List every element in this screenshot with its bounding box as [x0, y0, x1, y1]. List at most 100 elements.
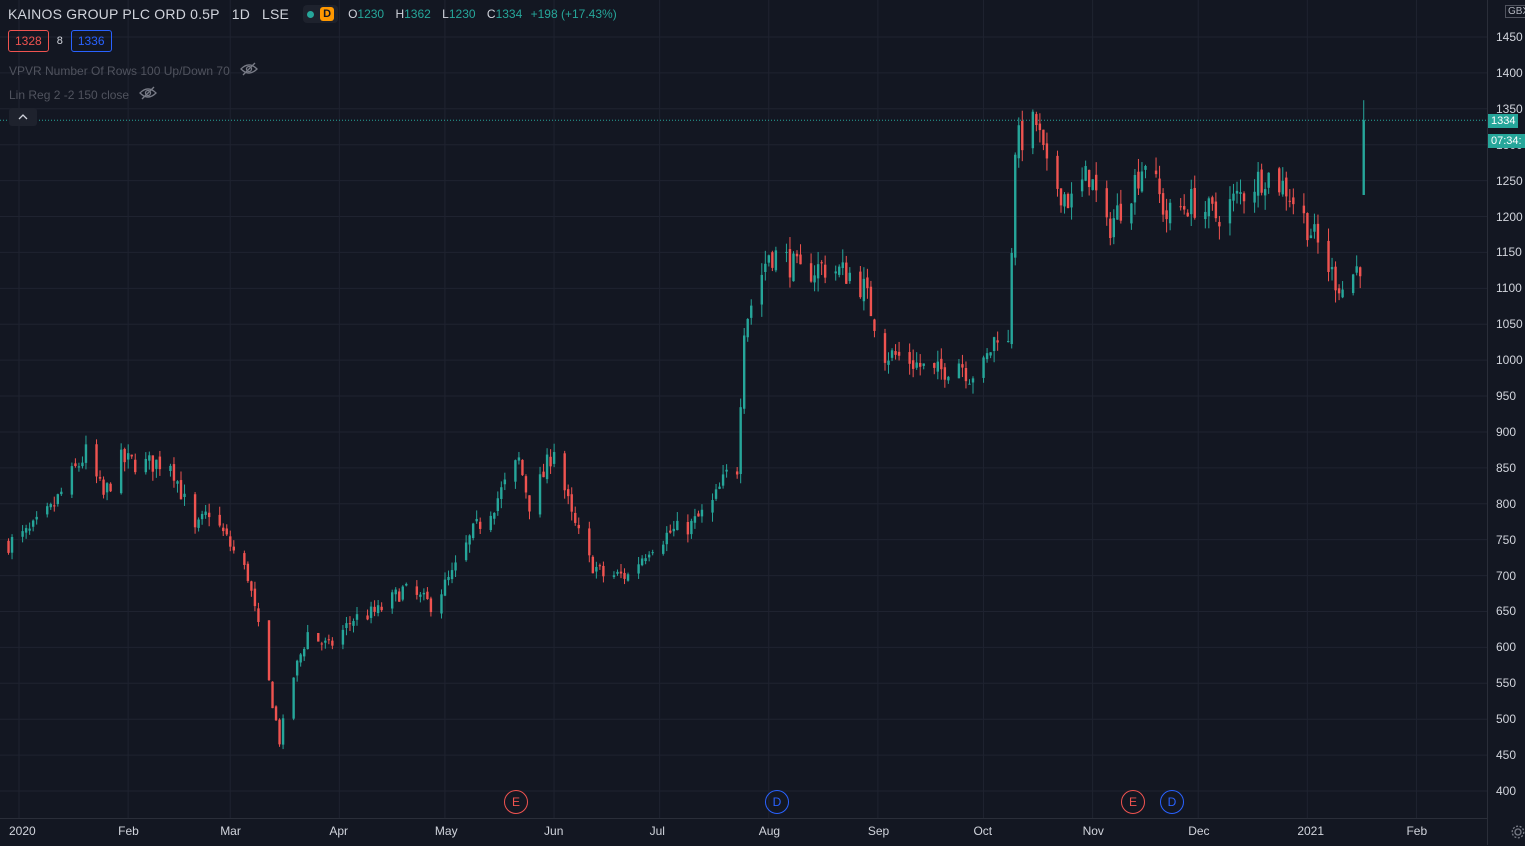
candle [376, 600, 380, 617]
spread-value: 8 [56, 35, 63, 47]
candle [552, 443, 556, 468]
candle [1168, 198, 1172, 231]
time-tick-label: Feb [1406, 824, 1428, 838]
candle [443, 572, 447, 597]
price-tick-label: 900 [1496, 424, 1517, 439]
low-key: L [442, 7, 449, 21]
dividend-event-marker[interactable]: D [765, 790, 789, 814]
candle [1105, 180, 1108, 226]
candle [172, 457, 176, 488]
candle [760, 263, 763, 317]
candle [327, 634, 331, 645]
candle [303, 647, 306, 661]
indicator-label: VPVR Number Of Rows 100 Up/Down 70 [9, 63, 230, 78]
candle [341, 625, 345, 650]
eye-hidden-icon[interactable] [239, 62, 258, 79]
ask-button[interactable]: 1336 [70, 30, 112, 52]
candle [919, 354, 922, 376]
candle [60, 487, 63, 496]
candle [1154, 157, 1158, 178]
candle [10, 534, 14, 560]
candle [771, 250, 774, 272]
candle [1056, 150, 1059, 197]
candle [1351, 273, 1355, 296]
high-value: 1362 [404, 7, 431, 21]
candle [56, 493, 59, 507]
time-tick-label: Jun [544, 824, 564, 838]
candle [151, 455, 155, 481]
price-tick-label: 1400 [1496, 65, 1523, 80]
market-status[interactable]: D [303, 5, 339, 23]
candle [1327, 228, 1330, 282]
candle [735, 467, 739, 479]
candle [1232, 183, 1235, 212]
price-tick-label: 1250 [1496, 173, 1523, 188]
ohlc-values: O1230 H1362 L1230 C1334 +198 (+17.43%) [348, 7, 617, 21]
candle [957, 358, 961, 379]
earnings-event-marker[interactable]: E [504, 790, 528, 814]
candle [883, 328, 887, 371]
candle [21, 525, 24, 543]
candle [1309, 228, 1313, 239]
candle [985, 348, 989, 363]
candle [1010, 247, 1013, 349]
candle [1017, 117, 1020, 168]
candle [1087, 169, 1091, 196]
candle [911, 349, 915, 378]
candle [500, 481, 503, 509]
candle [1165, 198, 1168, 233]
price-tick-label: 1050 [1496, 317, 1523, 332]
candle [503, 472, 507, 491]
indicator-vpvr[interactable]: VPVR Number Of Rows 100 Up/Down 70 [9, 62, 258, 79]
dividend-event-marker[interactable]: D [1160, 790, 1184, 814]
time-scale[interactable] [0, 818, 1487, 846]
candle [105, 482, 109, 501]
candle [1242, 191, 1246, 214]
symbol-name[interactable]: KAINOS GROUP PLC ORD 0.5P [8, 6, 220, 22]
candle [538, 466, 542, 518]
candle [70, 462, 74, 498]
candle [348, 616, 352, 631]
symbol-legend[interactable]: KAINOS GROUP PLC ORD 0.5P 1D LSE D O1230… [8, 4, 617, 24]
candle [355, 607, 359, 626]
candle [253, 581, 257, 612]
price-tick-label: 400 [1496, 784, 1517, 798]
candle [1334, 261, 1337, 303]
candle [1183, 194, 1186, 215]
candle [1066, 192, 1070, 209]
open-value: 1230 [357, 7, 385, 21]
candle [750, 299, 753, 325]
price-chart[interactable] [0, 0, 1487, 818]
price-tick-label: 500 [1496, 712, 1517, 727]
candle [222, 523, 225, 536]
candle [218, 506, 221, 528]
candle [1288, 189, 1291, 208]
earnings-event-marker[interactable]: E [1121, 790, 1145, 814]
interval-label[interactable]: 1D [231, 6, 250, 22]
eye-hidden-icon[interactable] [139, 86, 157, 103]
bid-button[interactable]: 1328 [8, 30, 49, 52]
settings-gear-icon[interactable] [1511, 825, 1525, 844]
candle [570, 487, 573, 521]
candle [788, 237, 792, 288]
candle [496, 491, 499, 516]
collapse-legend-button[interactable] [9, 108, 37, 126]
candle [28, 522, 31, 535]
candle [246, 561, 250, 583]
candle [405, 582, 408, 587]
candle [394, 587, 397, 602]
currency-label[interactable]: GBX [1505, 5, 1525, 18]
indicator-linreg[interactable]: Lin Reg 2 -2 150 close [9, 86, 157, 103]
delayed-badge: D [320, 7, 335, 21]
candle [961, 354, 964, 378]
candle [866, 268, 869, 299]
candle [447, 570, 450, 586]
candle [169, 463, 172, 477]
candle [1119, 189, 1123, 224]
candle [1190, 179, 1193, 226]
candle [619, 563, 623, 579]
candle [686, 514, 690, 543]
candle [464, 535, 468, 562]
candle [711, 493, 714, 522]
candle [845, 255, 848, 285]
